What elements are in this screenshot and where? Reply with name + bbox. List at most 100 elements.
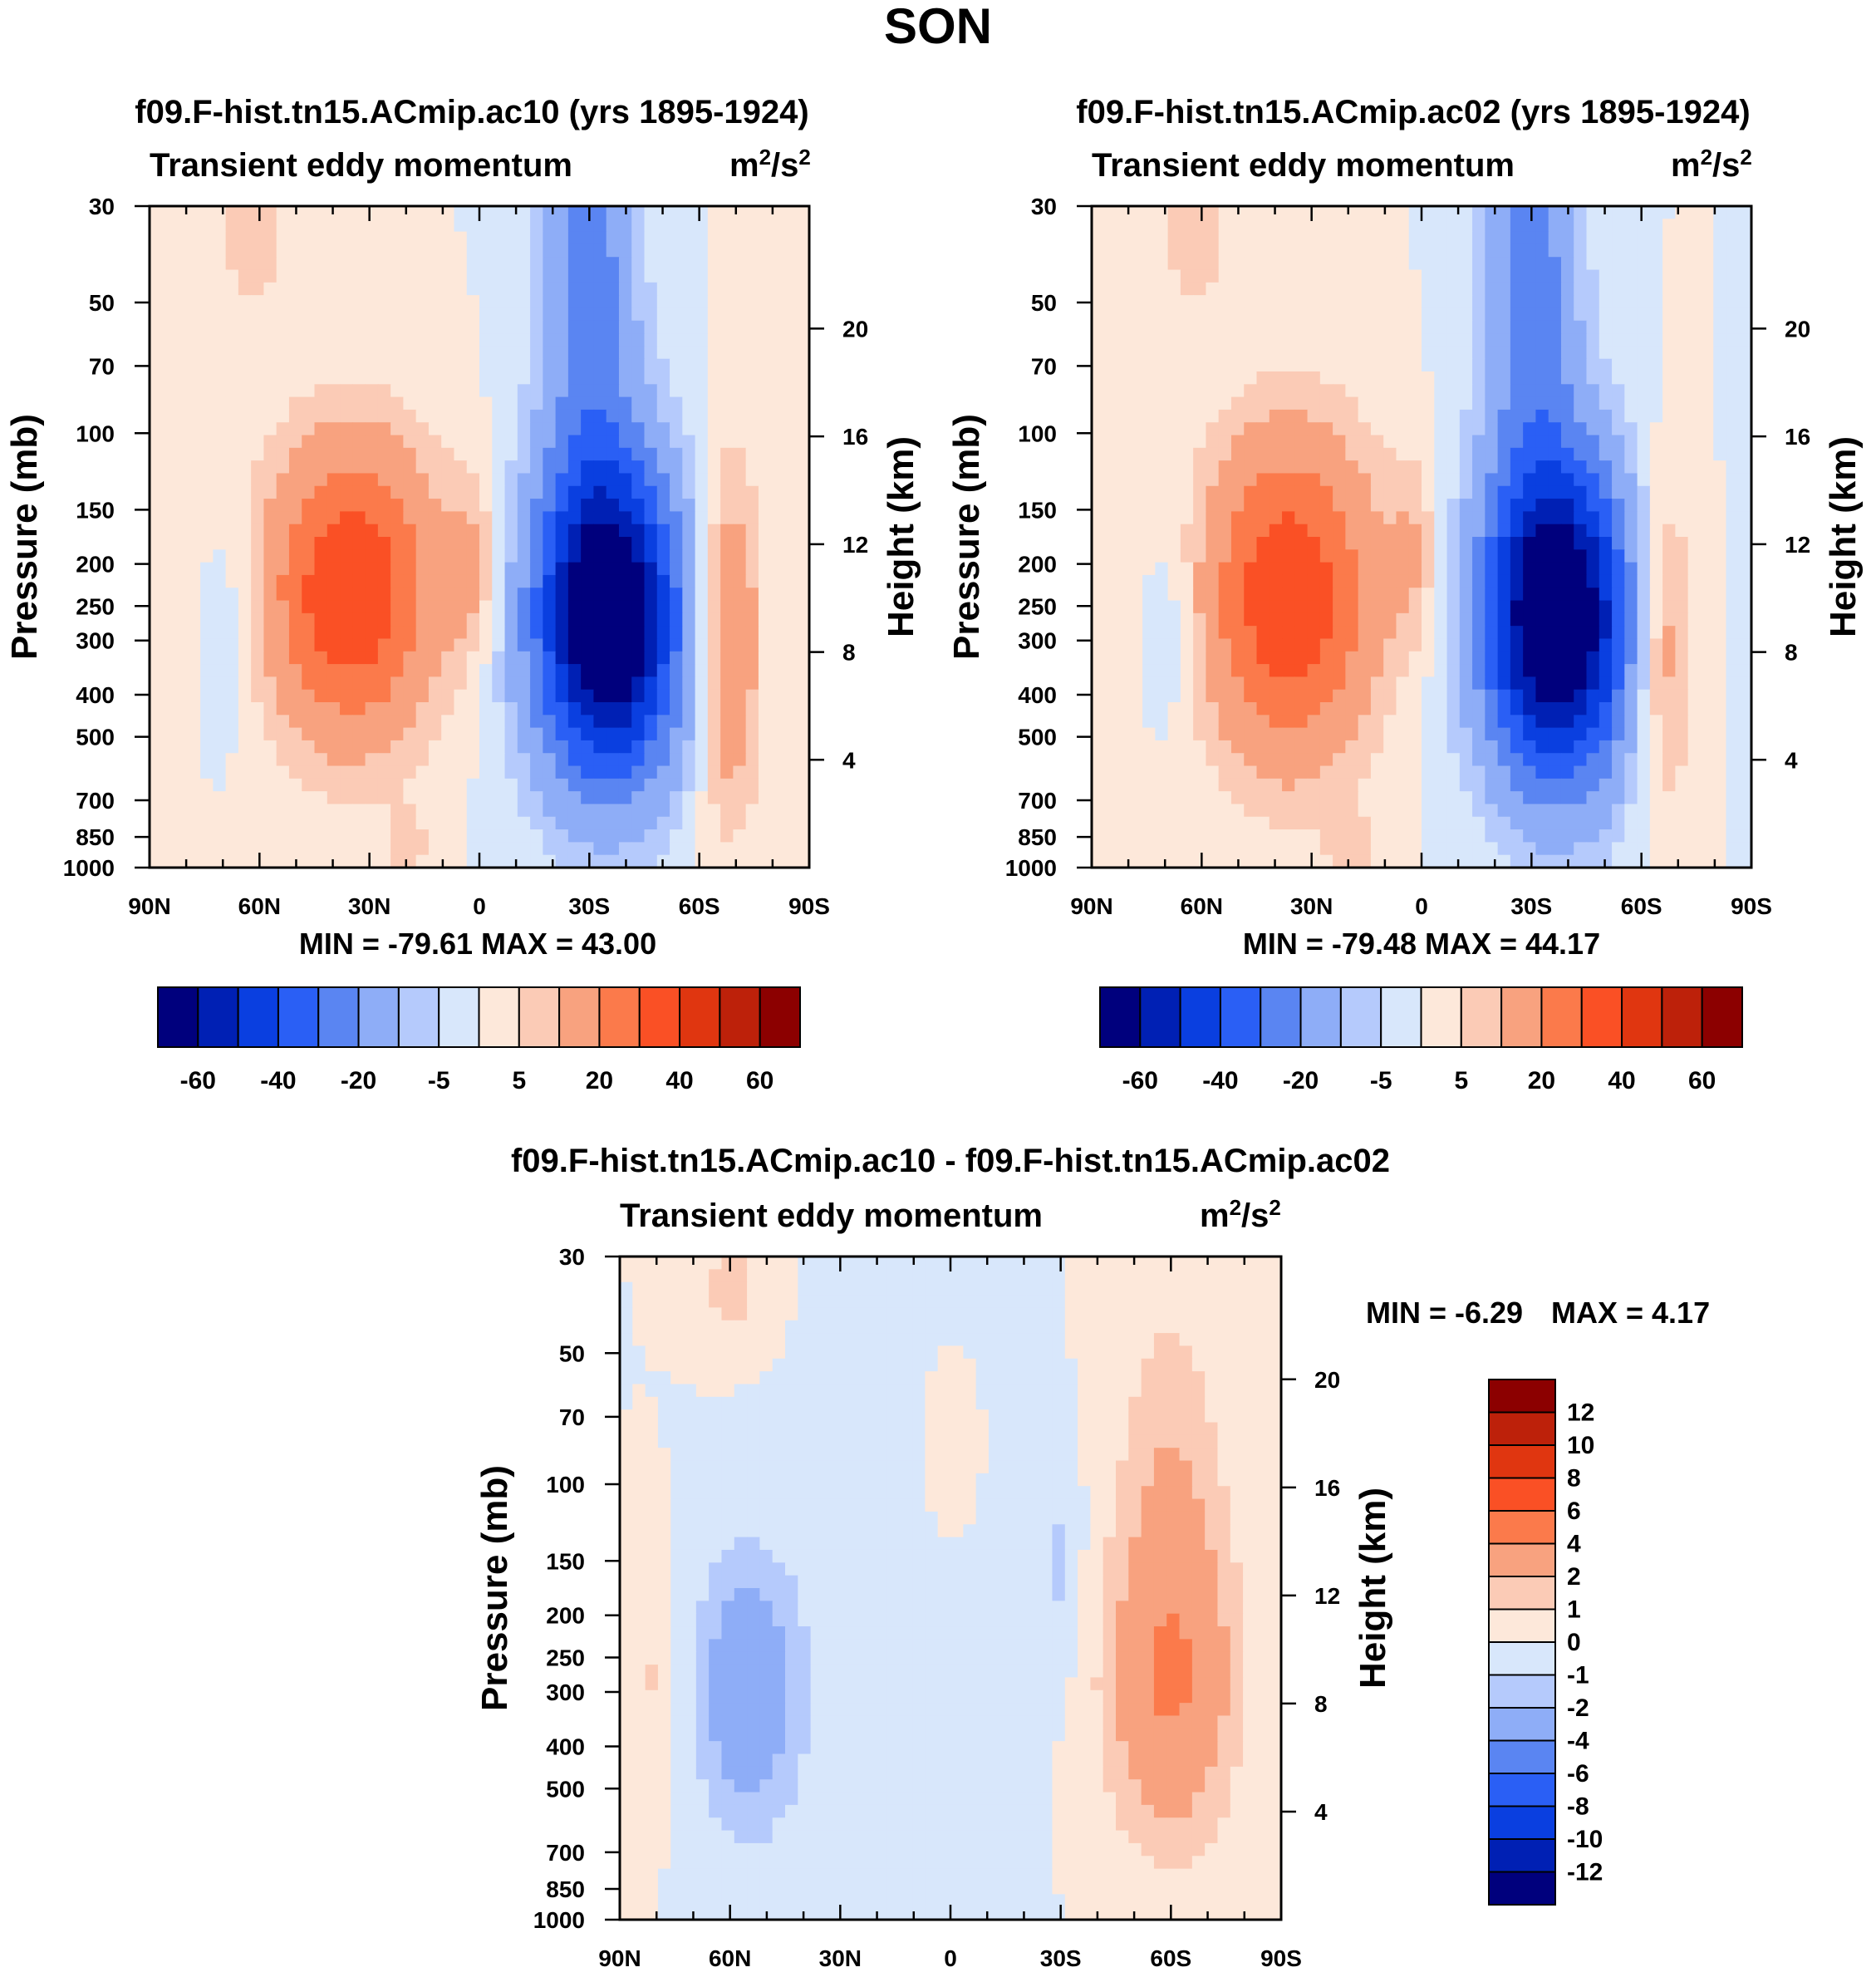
field-cell — [1383, 371, 1397, 385]
field-cell — [352, 715, 366, 729]
field-cell — [288, 511, 302, 525]
field-cell — [593, 740, 607, 754]
field-cell — [352, 549, 366, 563]
field-cell — [1560, 435, 1574, 449]
field-cell — [1434, 371, 1448, 385]
field-cell — [200, 384, 214, 398]
field-cell — [1535, 409, 1549, 423]
field-cell — [1662, 219, 1676, 233]
field-cell — [1574, 727, 1588, 741]
field-cell — [720, 358, 734, 372]
field-cell — [200, 206, 214, 219]
field-cell — [1269, 588, 1283, 602]
field-cell — [758, 854, 772, 868]
field-cell — [1662, 499, 1676, 512]
field-cell — [403, 473, 417, 487]
field-cell — [213, 791, 227, 805]
field-cell — [238, 447, 252, 461]
field-cell — [314, 715, 328, 729]
field-cell — [695, 715, 709, 729]
field-cell — [1167, 333, 1181, 347]
field-cell — [1612, 346, 1625, 360]
field-cell — [1167, 600, 1181, 614]
field-cell — [377, 612, 391, 627]
field-cell — [1662, 473, 1676, 487]
field-cell — [1510, 562, 1524, 576]
field-cell — [352, 600, 366, 614]
field-cell — [555, 740, 569, 754]
field-cell — [1497, 600, 1511, 614]
field-cell — [504, 816, 518, 830]
field-cell — [682, 371, 696, 385]
field-cell — [441, 664, 455, 677]
field-cell — [1574, 562, 1588, 576]
field-cell — [454, 384, 468, 398]
field-cell — [1282, 460, 1295, 475]
field-cell — [504, 727, 518, 741]
field-cell — [1726, 485, 1740, 499]
field-cell — [1612, 231, 1625, 245]
field-cell — [1713, 485, 1727, 499]
field-cell — [213, 257, 227, 271]
field-cell — [415, 727, 430, 741]
field-cell — [1446, 702, 1461, 716]
field-cell — [618, 715, 632, 729]
field-cell — [1230, 574, 1245, 588]
field-cell — [441, 689, 455, 703]
field-cell — [1294, 664, 1309, 677]
field-cell — [631, 499, 646, 512]
field-cell — [517, 562, 531, 576]
field-cell — [327, 320, 341, 334]
field-cell — [1675, 727, 1689, 741]
field-cell — [618, 816, 632, 830]
field-cell — [288, 473, 302, 487]
field-cell — [162, 499, 176, 512]
field-cell — [771, 422, 785, 436]
field-cell — [1206, 549, 1220, 563]
field-cell — [1180, 422, 1194, 436]
field-cell — [1649, 269, 1663, 283]
field-cell — [340, 778, 353, 792]
field-cell — [543, 612, 557, 627]
field-cell — [771, 282, 785, 296]
field-cell — [314, 588, 328, 602]
field-cell — [707, 320, 721, 334]
field-cell — [1155, 727, 1169, 741]
field-cell — [720, 485, 734, 499]
field-cell — [415, 435, 430, 449]
field-cell — [466, 600, 480, 614]
field-cell — [1142, 524, 1156, 538]
field-cell — [1726, 689, 1740, 703]
field-cell — [1497, 371, 1511, 385]
field-cell — [403, 371, 417, 385]
field-cell — [1104, 422, 1118, 436]
field-cell — [656, 612, 670, 627]
field-cell — [200, 638, 214, 652]
field-cell — [631, 269, 646, 283]
field-cell — [327, 829, 341, 843]
field-cell — [365, 269, 379, 283]
field-cell — [581, 664, 595, 677]
field-cell — [187, 257, 201, 271]
x-tick-label: 60N — [238, 893, 281, 919]
field-cell — [479, 460, 493, 475]
field-cell — [327, 243, 341, 258]
field-cell — [771, 676, 785, 691]
field-cell — [1599, 295, 1613, 309]
field-cell — [479, 219, 493, 233]
field-cell — [1333, 320, 1346, 334]
field-cell — [682, 499, 696, 512]
field-cell — [352, 626, 366, 640]
field-cell — [1193, 460, 1207, 475]
field-cell — [517, 727, 531, 741]
field-cell — [581, 257, 595, 271]
field-cell — [555, 626, 569, 640]
field-cell — [618, 447, 632, 461]
field-cell — [1358, 269, 1372, 283]
field-cell — [745, 371, 759, 385]
field-cell — [1142, 626, 1156, 640]
field-cell — [1446, 638, 1461, 652]
field-cell — [174, 435, 189, 449]
field-cell — [1560, 282, 1574, 296]
field-cell — [390, 562, 404, 576]
